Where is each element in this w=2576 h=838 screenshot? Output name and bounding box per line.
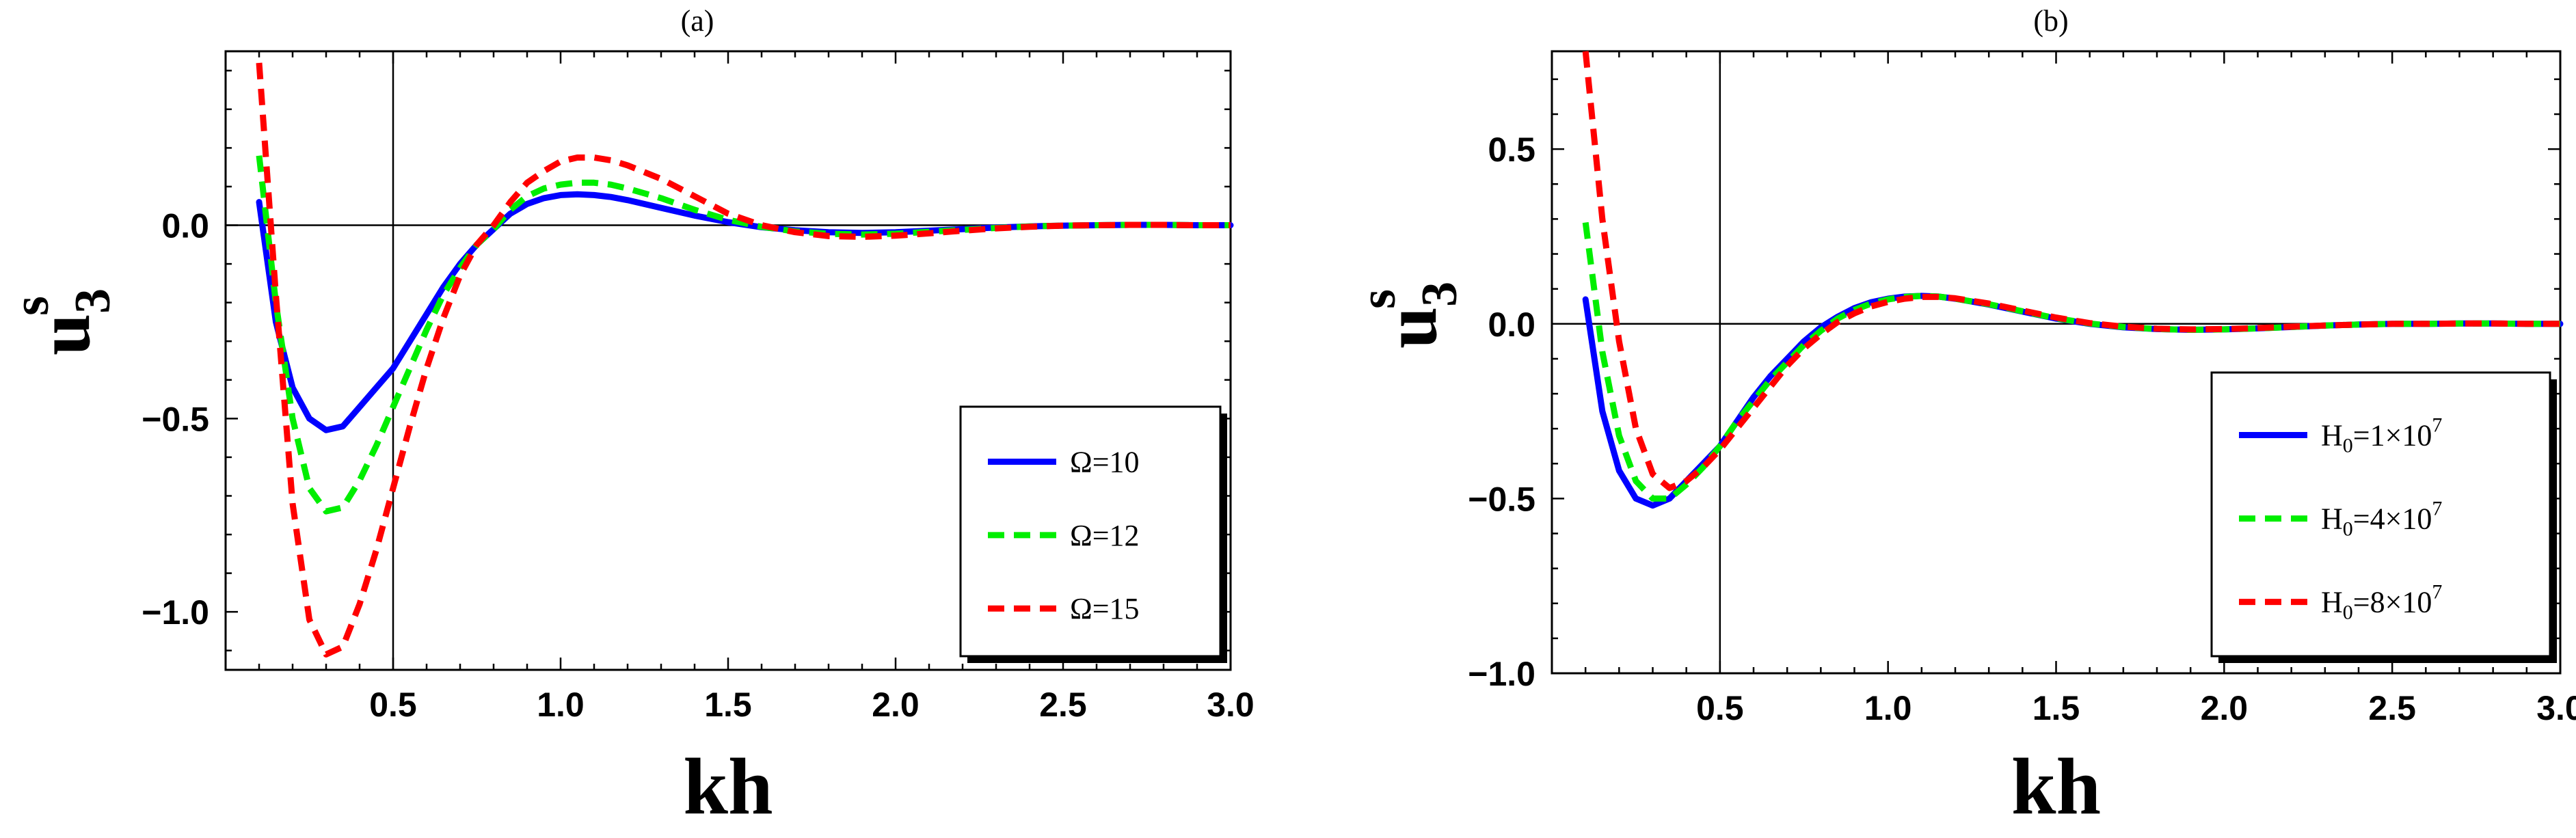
- legend-label-2: Ω=12: [1070, 519, 1140, 552]
- x-tick-label: 2.0: [2201, 689, 2249, 727]
- series-line-3: [1582, 51, 2560, 491]
- y-axis-label-superscript: s: [1350, 289, 1406, 309]
- y-tick-label: −0.5: [142, 400, 209, 438]
- y-axis-label-superscript: s: [3, 296, 59, 316]
- y-axis-label-main: u3s: [1350, 282, 1468, 349]
- legend-label-1: Ω=10: [1070, 446, 1140, 479]
- legend-label-2: H0=4×107: [2321, 498, 2442, 541]
- legend-label-3: Ω=15: [1070, 592, 1140, 625]
- x-tick-label: 2.0: [872, 686, 920, 724]
- legend-label-subscript: 0: [2343, 518, 2353, 541]
- y-axis-label: u3s: [1350, 282, 1468, 349]
- legend-label-subscript: 0: [2343, 602, 2353, 624]
- y-tick-label: 0.0: [1488, 306, 1535, 344]
- x-tick-label: 1.0: [1864, 689, 1912, 727]
- y-axis-label-subscript: 3: [65, 288, 121, 314]
- y-tick-label: 0.5: [1488, 131, 1535, 169]
- y-tick-label: −1.0: [1468, 655, 1535, 693]
- series-line-2: [256, 155, 1231, 515]
- x-tick-label: 0.5: [369, 686, 417, 724]
- y-tick-label: −1.0: [142, 593, 209, 632]
- legend-label-value: =8×10: [2353, 586, 2432, 619]
- legend: Ω=10 Ω=12 Ω=15: [959, 405, 1227, 663]
- x-tick-label: 1.0: [537, 686, 585, 724]
- series-line-1: [256, 191, 1234, 433]
- x-tick-label: 3.0: [1207, 686, 1255, 724]
- panel-title: (b): [2033, 4, 2068, 38]
- chart-panel-b: 0.5 1.0 1.5 2.0 2.5 3.0 0.5 0.0 −0.5 −1.0 (b) kh u3s…: [1350, 4, 2576, 831]
- y-axis-label-main: u3s: [3, 288, 121, 355]
- legend-label-base: H: [2321, 502, 2343, 536]
- legend-label-exponent: 7: [2432, 581, 2442, 604]
- chart-panel-a: 0.5 1.0 1.5 2.0 2.5 3.0 0.0 −0.5 −1.0 (a) kh u3s Ω=1…: [3, 4, 1255, 831]
- x-tick-label: 3.0: [2536, 689, 2576, 727]
- x-tick-label: 0.5: [1696, 689, 1744, 727]
- x-axis-label: kh: [683, 742, 773, 831]
- x-tick-label: 1.5: [2032, 689, 2080, 727]
- y-axis-label-subscript: 3: [1412, 282, 1468, 307]
- legend-label-exponent: 7: [2432, 498, 2442, 520]
- legend-label-3: H0=8×107: [2321, 581, 2442, 624]
- legend-box: [959, 405, 1222, 658]
- legend-label-value: =4×10: [2353, 502, 2432, 536]
- legend-label-subscript: 0: [2343, 435, 2353, 457]
- legend-label-1: H0=1×107: [2321, 414, 2442, 457]
- x-tick-label: 1.5: [704, 686, 752, 724]
- y-tick-label: −0.5: [1468, 480, 1535, 518]
- y-axis-label: u3s: [3, 288, 121, 355]
- x-tick-label: 2.5: [2368, 689, 2416, 727]
- legend-label-base: H: [2321, 586, 2343, 619]
- legend-box: [2210, 371, 2551, 658]
- legend-label-exponent: 7: [2432, 414, 2442, 437]
- series-line-3: [256, 62, 1231, 658]
- x-axis-label: kh: [2011, 742, 2101, 831]
- legend-label-value: =1×10: [2353, 419, 2432, 452]
- y-axis-label-base: u: [1369, 307, 1452, 349]
- y-axis-label-base: u: [22, 314, 105, 355]
- x-tick-label: 2.5: [1039, 686, 1087, 724]
- y-tick-label: 0.0: [161, 207, 209, 245]
- legend-label-base: H: [2321, 419, 2343, 452]
- panel-title: (a): [681, 4, 714, 38]
